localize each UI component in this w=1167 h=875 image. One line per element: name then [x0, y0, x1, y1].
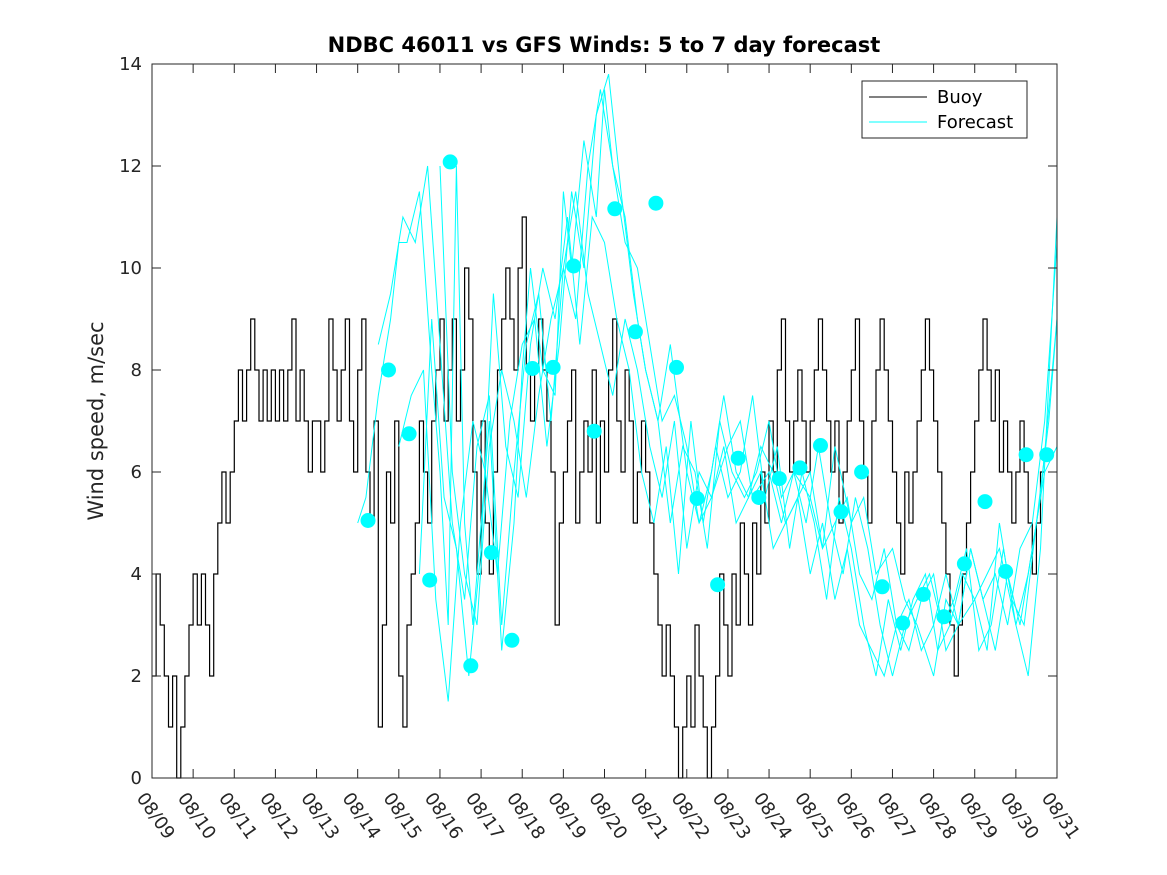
forecast-marker [936, 609, 952, 625]
series-layer [152, 74, 1058, 779]
forecast-series-line-5 [439, 165, 1058, 678]
forecast-marker [648, 195, 664, 211]
forecast-marker [710, 577, 726, 593]
forecast-marker [833, 504, 849, 520]
forecast-marker [977, 494, 993, 510]
y-tick-label: 8 [131, 360, 142, 381]
forecast-marker [607, 201, 623, 217]
forecast-marker [915, 586, 931, 602]
forecast-marker [689, 491, 705, 506]
y-tick-label: 6 [131, 462, 142, 483]
forecast-marker [401, 426, 417, 442]
forecast-marker [442, 154, 458, 170]
forecast-marker [1039, 447, 1055, 463]
y-axis-label: Wind speed, m/sec [84, 321, 108, 520]
y-tick-label: 0 [131, 768, 142, 789]
forecast-marker [771, 471, 787, 487]
forecast-marker [854, 464, 870, 480]
forecast-marker [381, 362, 396, 378]
forecast-marker [504, 632, 520, 648]
forecast-marker [895, 615, 911, 631]
forecast-marker [956, 556, 972, 572]
y-tick-label: 10 [119, 258, 142, 279]
forecast-marker [545, 359, 561, 375]
forecast-marker [483, 545, 499, 561]
y-tick-label: 12 [119, 156, 142, 177]
forecast-marker [998, 564, 1014, 579]
forecast-marker [422, 572, 438, 588]
forecast-marker [360, 513, 376, 528]
forecast-marker [525, 361, 540, 376]
y-tick-label: 4 [131, 564, 142, 585]
y-tick-label: 2 [131, 666, 142, 687]
forecast-marker [1018, 447, 1034, 463]
y-axis: 0 2 4 6 8 10 12 14 [119, 54, 1057, 789]
forecast-marker [813, 438, 828, 453]
legend-label-buoy: Buoy [937, 87, 983, 108]
chart-title: NDBC 46011 vs GFS Winds: 5 to 7 day fore… [328, 33, 881, 57]
legend: Buoy Forecast [861, 80, 1028, 139]
forecast-marker [669, 359, 684, 375]
forecast-marker [730, 450, 746, 466]
forecast-marker [627, 324, 643, 340]
y-tick-label: 14 [119, 54, 142, 75]
buoy-series-line [152, 216, 1045, 779]
legend-box [861, 80, 1028, 139]
forecast-marker [792, 460, 808, 476]
forecast-marker [463, 658, 479, 674]
forecast-marker [874, 579, 890, 595]
forecast-marker [751, 490, 767, 505]
legend-label-forecast: Forecast [937, 112, 1013, 133]
forecast-marker [586, 423, 602, 439]
forecast-marker [566, 258, 582, 274]
